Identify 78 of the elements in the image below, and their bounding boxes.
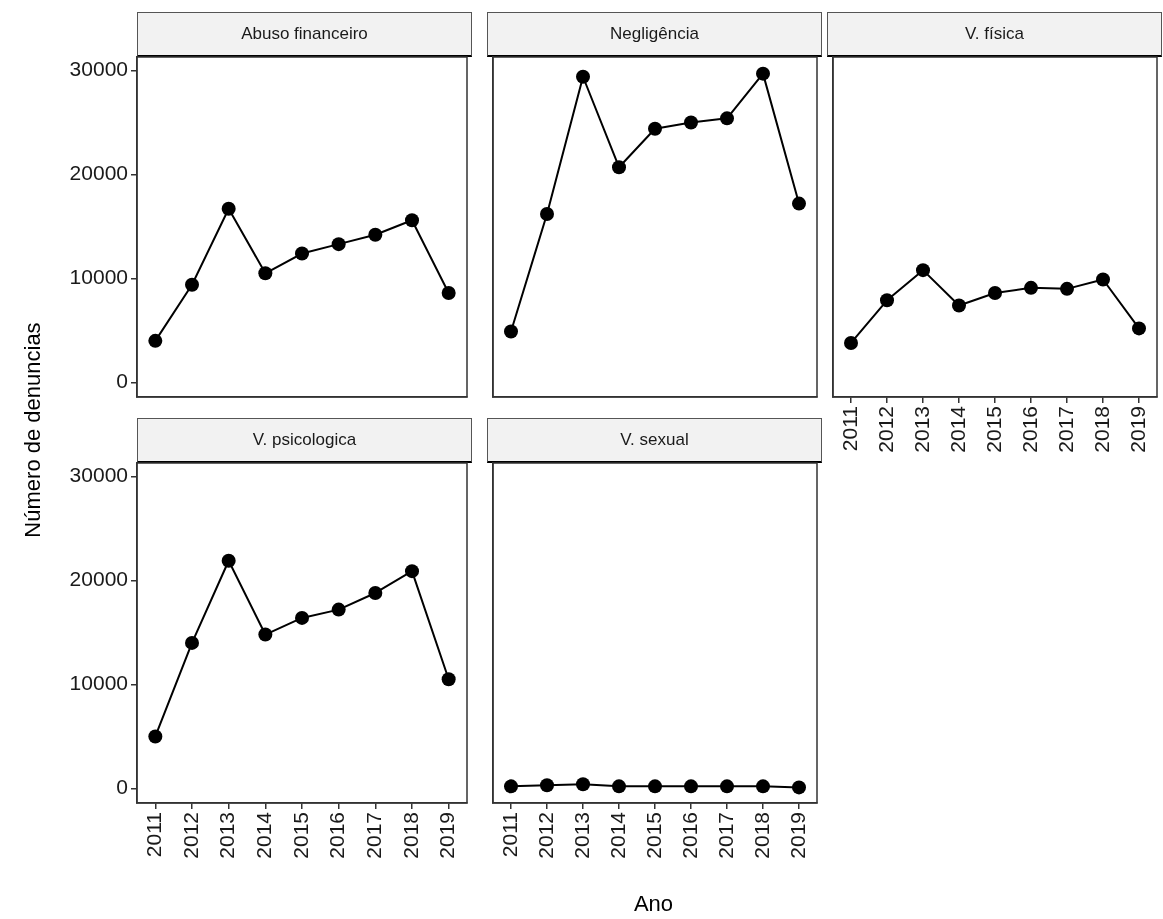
x-tick-label: 2012	[178, 812, 202, 859]
point	[916, 263, 930, 278]
x-tick-label: 2013	[909, 406, 933, 453]
x-tick-label: 2011	[142, 812, 166, 858]
point	[331, 602, 346, 617]
x-tick-label: 2018	[1089, 406, 1113, 453]
x-tick-label: 2019	[785, 812, 809, 859]
point	[258, 266, 273, 281]
chart-title: V. psicologica	[137, 418, 472, 463]
chart-title: Negligência	[487, 12, 822, 57]
y-tick-label: 10000	[69, 671, 128, 695]
x-tick-label: 2011	[837, 406, 861, 452]
x-tick-label: 2014	[605, 811, 629, 859]
point	[221, 201, 236, 216]
point	[880, 293, 894, 308]
point	[368, 585, 383, 600]
x-tick-label: 2018	[398, 812, 422, 859]
point	[148, 729, 163, 744]
point	[540, 207, 554, 221]
y-tick-label: 0	[116, 775, 128, 799]
x-tick-label: 2014	[252, 811, 276, 859]
x-tick-label: 2017	[362, 812, 386, 859]
x-tick-label: 2015	[641, 812, 665, 859]
x-tick-label: 2012	[873, 406, 897, 453]
point	[405, 213, 419, 228]
x-tick-label: 2016	[325, 812, 349, 859]
point	[1096, 272, 1110, 287]
point	[756, 66, 770, 81]
point	[504, 324, 518, 339]
x-tick-label: 2017	[1053, 406, 1077, 453]
chart-title: Abuso financeiro	[137, 12, 472, 57]
x-tick-label: 2016	[677, 812, 701, 859]
point	[1132, 321, 1146, 336]
point	[1024, 280, 1038, 295]
point	[1060, 281, 1074, 296]
x-tick-label: 2017	[713, 812, 737, 859]
y-tick-label: 10000	[69, 265, 128, 289]
point	[441, 672, 456, 687]
point	[221, 553, 236, 568]
x-tick-label: 2013	[569, 812, 593, 859]
point	[648, 121, 662, 136]
point	[720, 111, 734, 126]
x-tick-label: 2015	[288, 812, 312, 859]
point	[295, 246, 309, 261]
point	[612, 160, 626, 175]
point	[844, 335, 858, 350]
y-tick-label: 0	[116, 369, 128, 393]
point	[684, 115, 698, 130]
point	[952, 298, 966, 313]
y-axis-title: Número de denuncias	[20, 322, 46, 538]
y-tick-label: 20000	[69, 161, 128, 185]
point	[331, 237, 346, 252]
point	[405, 564, 419, 579]
point	[792, 196, 806, 211]
x-tick-label: 2015	[981, 406, 1005, 453]
x-tick-label: 2019	[1125, 406, 1149, 453]
y-tick-label: 20000	[69, 567, 128, 591]
point	[185, 635, 199, 650]
point	[988, 286, 1002, 301]
point	[368, 227, 383, 242]
point	[148, 333, 163, 348]
point	[258, 627, 273, 642]
x-tick-label: 2014	[945, 405, 969, 453]
point	[441, 286, 456, 301]
point	[295, 610, 309, 625]
x-tick-label: 2018	[749, 812, 773, 859]
point	[576, 69, 590, 84]
y-tick-label: 30000	[69, 463, 128, 487]
x-tick-label: 2012	[533, 812, 557, 859]
x-tick-label: 2013	[215, 812, 239, 859]
chart-title: V. física	[827, 12, 1162, 57]
x-tick-label: 2016	[1017, 406, 1041, 453]
y-tick-label: 30000	[69, 57, 128, 81]
x-tick-label: 2011	[497, 812, 521, 858]
chart-title: V. sexual	[487, 418, 822, 463]
x-tick-label: 2019	[435, 812, 459, 859]
point	[185, 277, 199, 292]
x-axis-title: Ano	[633, 891, 674, 917]
